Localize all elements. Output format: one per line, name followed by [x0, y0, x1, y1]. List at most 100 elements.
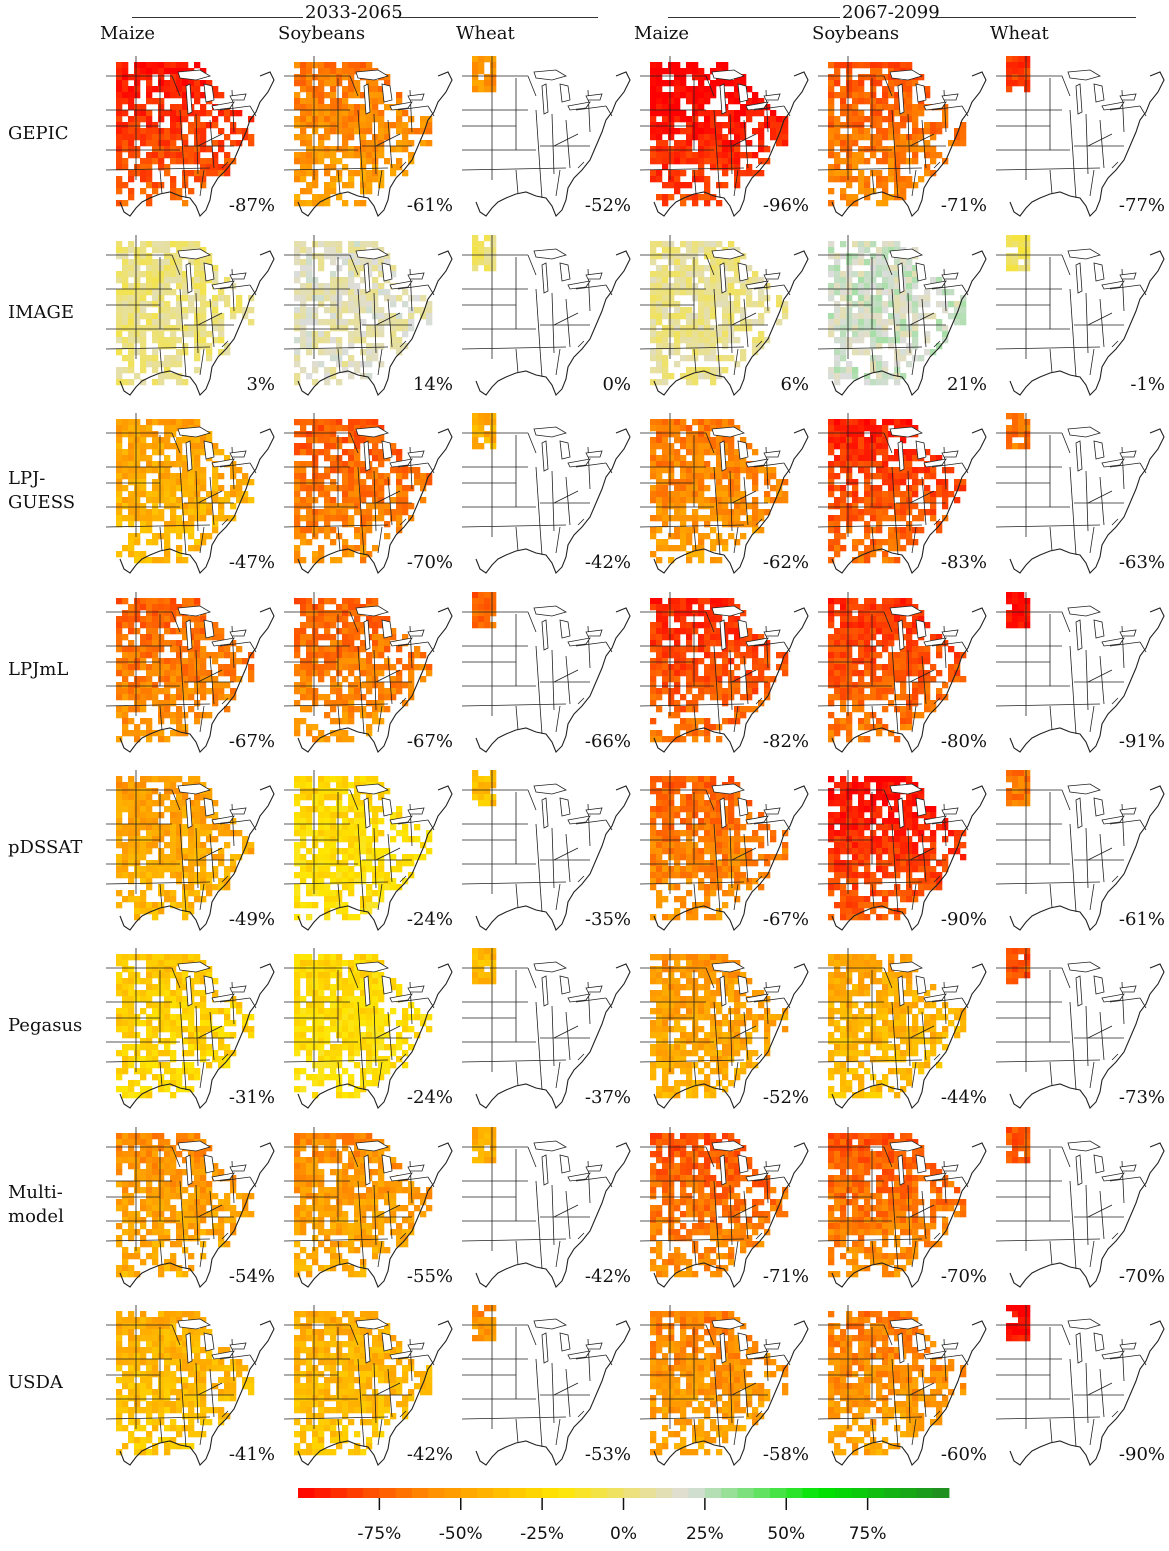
yield-pixel: [876, 140, 883, 147]
yield-pixel: [348, 473, 355, 480]
yield-pixel: [698, 485, 705, 492]
yield-pixel: [330, 467, 337, 474]
yield-pixel: [366, 670, 373, 677]
yield-pixel: [354, 533, 361, 540]
yield-pixel: [1006, 431, 1013, 438]
yield-pixel: [740, 74, 747, 81]
yield-pixel: [408, 658, 415, 665]
yield-pixel: [128, 313, 135, 320]
yield-pixel: [722, 265, 729, 272]
yield-pixel: [758, 98, 765, 105]
yield-pixel: [164, 134, 171, 141]
yield-pixel: [396, 337, 403, 344]
yield-pixel: [478, 253, 485, 260]
yield-pixel: [686, 461, 693, 468]
yield-pixel: [490, 622, 497, 629]
yield-pixel: [372, 443, 379, 450]
yield-pixel: [680, 515, 687, 522]
yield-pixel: [846, 449, 853, 456]
yield-pixel: [324, 74, 331, 81]
yield-pixel: [294, 652, 301, 659]
yield-pixel: [336, 640, 343, 647]
yield-pixel: [324, 104, 331, 111]
yield-pixel: [402, 467, 409, 474]
yield-pixel: [668, 449, 675, 456]
yield-pixel: [668, 98, 675, 105]
yield-pixel: [674, 170, 681, 177]
yield-pixel: [692, 736, 699, 743]
yield-pixel: [900, 182, 907, 189]
yield-pixel: [906, 449, 913, 456]
yield-pixel: [864, 271, 871, 278]
yield-pixel: [954, 319, 961, 326]
yield-pixel: [420, 122, 427, 129]
yield-pixel: [152, 259, 159, 266]
yield-pixel: [674, 634, 681, 641]
yield-pixel: [650, 497, 657, 504]
yield-pixel: [876, 379, 883, 386]
yield-pixel: [924, 337, 931, 344]
yield-pixel: [360, 241, 367, 248]
yield-pixel: [906, 176, 913, 183]
yield-pixel: [674, 158, 681, 165]
yield-pixel: [710, 301, 717, 308]
yield-pixel: [834, 122, 841, 129]
yield-pixel: [1024, 235, 1031, 242]
yield-pixel: [218, 92, 225, 99]
yield-pixel: [312, 694, 319, 701]
yield-pixel: [864, 247, 871, 254]
yield-pixel: [200, 449, 207, 456]
yield-pixel: [746, 277, 753, 284]
yield-pixel: [146, 152, 153, 159]
yield-pixel: [140, 527, 147, 534]
yield-pixel: [692, 289, 699, 296]
yield-pixel: [776, 116, 783, 123]
yield-pixel: [692, 527, 699, 534]
yield-pixel: [146, 62, 153, 69]
yield-pixel: [912, 355, 919, 362]
yield-pixel: [146, 265, 153, 272]
yield-pixel: [378, 461, 385, 468]
yield-change-pixels: [116, 419, 255, 564]
yield-pixel: [752, 652, 759, 659]
yield-pixel: [758, 467, 765, 474]
yield-pixel: [704, 467, 711, 474]
yield-pixel: [650, 694, 657, 701]
yield-pixel: [164, 80, 171, 87]
yield-pixel: [728, 241, 735, 248]
yield-pixel: [668, 122, 675, 129]
yield-pixel: [330, 122, 337, 129]
yield-pixel: [300, 557, 307, 564]
yield-pixel: [876, 461, 883, 468]
yield-pixel: [716, 200, 723, 207]
yield-pixel: [146, 361, 153, 368]
yield-pixel: [918, 295, 925, 302]
yield-pixel: [396, 497, 403, 504]
yield-pixel: [828, 188, 835, 195]
yield-pixel: [224, 134, 231, 141]
yield-pixel: [852, 616, 859, 623]
yield-pixel: [876, 74, 883, 81]
yield-pixel: [354, 104, 361, 111]
yield-pixel: [342, 104, 349, 111]
yield-pixel: [776, 664, 783, 671]
yield-pixel: [704, 295, 711, 302]
yield-pixel: [734, 688, 741, 695]
yield-pixel: [686, 373, 693, 380]
yield-pixel: [828, 152, 835, 159]
yield-pixel: [152, 188, 159, 195]
yield-pixel: [134, 271, 141, 278]
yield-pixel: [200, 92, 207, 99]
yield-pixel: [182, 616, 189, 623]
yield-pixel: [948, 140, 955, 147]
yield-pixel: [758, 134, 765, 141]
yield-pixel: [194, 289, 201, 296]
yield-pixel: [116, 634, 123, 641]
yield-pixel: [348, 134, 355, 141]
yield-pixel: [930, 152, 937, 159]
yield-pixel: [828, 295, 835, 302]
yield-pixel: [782, 307, 789, 314]
yield-pixel: [164, 700, 171, 707]
yield-pixel: [746, 110, 753, 117]
yield-pixel: [840, 194, 847, 201]
